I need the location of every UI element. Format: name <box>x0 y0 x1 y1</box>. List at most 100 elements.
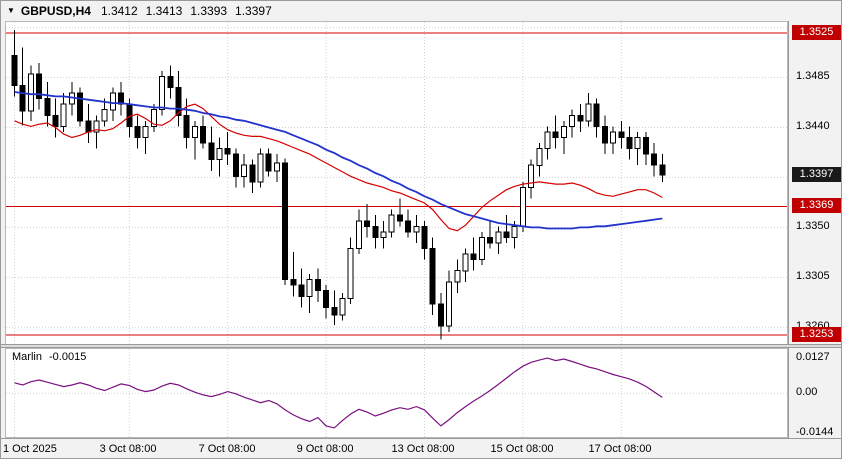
price-axis[interactable]: 1.34851.34401.33951.33501.33051.32601.35… <box>788 21 841 345</box>
candle-body <box>232 153 239 177</box>
indicator-value: -0.0015 <box>49 351 87 363</box>
candle-body <box>626 137 633 150</box>
time-tick-label: 1 Oct 2025 <box>3 443 57 455</box>
candle-body <box>36 73 43 100</box>
high-value: 1.3413 <box>145 4 183 18</box>
candle-body <box>314 279 321 292</box>
close-value: 1.3397 <box>235 4 272 18</box>
symbol-marker-icon: ▼ <box>7 6 15 15</box>
indicator-panel[interactable]: Marlin -0.0015 <box>5 348 788 438</box>
candle-body <box>339 298 346 316</box>
candle-body <box>27 73 34 112</box>
candle-body <box>552 131 559 139</box>
indicator-name: Marlin <box>12 351 42 363</box>
indicator-label: Marlin -0.0015 <box>12 351 90 363</box>
time-tick-label: 7 Oct 08:00 <box>198 443 256 455</box>
candle-body <box>134 125 141 139</box>
candle-body <box>93 120 100 133</box>
candle-body <box>68 92 75 105</box>
indicator-tick-label: -0.0144 <box>796 426 834 438</box>
main-chart-area[interactable] <box>5 21 788 345</box>
candle-body <box>470 253 477 261</box>
candle-body <box>634 137 641 150</box>
candlestick-chart[interactable] <box>6 22 787 344</box>
candle-body <box>19 84 26 112</box>
candle-body <box>560 125 567 139</box>
candle-body <box>265 153 272 172</box>
candle-body <box>200 125 207 144</box>
candle-body <box>142 125 149 139</box>
candle-body <box>495 231 502 244</box>
low-value: 1.3393 <box>190 4 228 18</box>
candle-body <box>462 253 469 272</box>
level-price-badge: 1.3369 <box>792 198 841 213</box>
candle-body <box>118 92 125 105</box>
time-tick-label: 17 Oct 08:00 <box>588 443 652 455</box>
candle-body <box>273 162 280 172</box>
candle-body <box>446 281 453 327</box>
candle-body <box>618 131 625 139</box>
candle-body <box>290 279 297 286</box>
candle-body <box>651 153 658 166</box>
candle-body <box>388 214 395 233</box>
candle-body <box>659 164 666 176</box>
candle-body <box>536 148 543 166</box>
candle-body <box>429 248 436 305</box>
level-price-badge: 1.3525 <box>792 25 841 40</box>
candle-body <box>323 290 330 308</box>
time-tick-label: 9 Oct 08:00 <box>296 443 354 455</box>
candle-body <box>101 109 108 122</box>
candle-body <box>241 164 248 177</box>
indicator-tick-label: 0.00 <box>796 386 818 398</box>
panel-resize-handle[interactable] <box>1 344 841 348</box>
indicator-axis[interactable]: 0.0127 0.00 -0.0144 <box>788 348 841 438</box>
time-axis[interactable]: 1 Oct 2025 3 Oct 08:00 7 Oct 08:00 9 Oct 08… <box>1 438 841 458</box>
candle-body <box>396 214 403 222</box>
current-price-badge: 1.3397 <box>792 167 841 182</box>
price-tick-label: 1.3350 <box>796 220 830 232</box>
candle-body <box>249 164 256 183</box>
candle-body <box>478 236 485 261</box>
chart-title-bar: ▼ GBPUSD,H4 1.3412 1.3413 1.3393 1.3397 <box>1 1 841 21</box>
candle-body <box>126 103 133 127</box>
candle-body <box>257 153 264 183</box>
candle-body <box>331 306 338 316</box>
candle-body <box>364 220 371 227</box>
candle-body <box>183 114 190 139</box>
candle-body <box>569 114 576 127</box>
indicator-tick-label: 0.0127 <box>796 351 830 363</box>
candle-body <box>60 103 67 127</box>
candle-body <box>642 137 649 155</box>
candle-body <box>224 148 231 155</box>
symbol-timeframe-label: GBPUSD,H4 <box>20 4 91 18</box>
open-value: 1.3412 <box>100 4 138 18</box>
price-tick-label: 1.3440 <box>796 120 830 132</box>
ma-slow-blue-line <box>14 91 663 230</box>
candle-body <box>11 54 18 86</box>
candle-body <box>208 142 215 161</box>
candle-body <box>454 270 461 283</box>
candle-body <box>519 186 526 227</box>
time-tick-label: 13 Oct 08:00 <box>391 443 455 455</box>
candle-body <box>601 125 608 144</box>
candle-body <box>380 231 387 238</box>
candle-body <box>413 225 420 233</box>
candle-body <box>298 284 305 297</box>
candle-body <box>52 114 59 127</box>
candle-body <box>191 125 198 139</box>
candle-body <box>109 92 116 111</box>
candle-body <box>421 225 428 250</box>
candle-body <box>347 248 354 299</box>
candle-body <box>528 164 535 188</box>
candle-body <box>487 236 494 244</box>
candle-body <box>577 114 584 122</box>
ohlc-values: 1.3412 1.3413 1.3393 1.3397 <box>101 4 272 18</box>
ma-fast-red-line <box>14 103 663 232</box>
price-tick-label: 1.3305 <box>796 270 830 282</box>
candle-body <box>355 220 362 250</box>
indicator-chart[interactable] <box>6 349 787 437</box>
candle-body <box>77 92 84 122</box>
candle-body <box>610 131 617 144</box>
candle-body <box>585 103 592 122</box>
